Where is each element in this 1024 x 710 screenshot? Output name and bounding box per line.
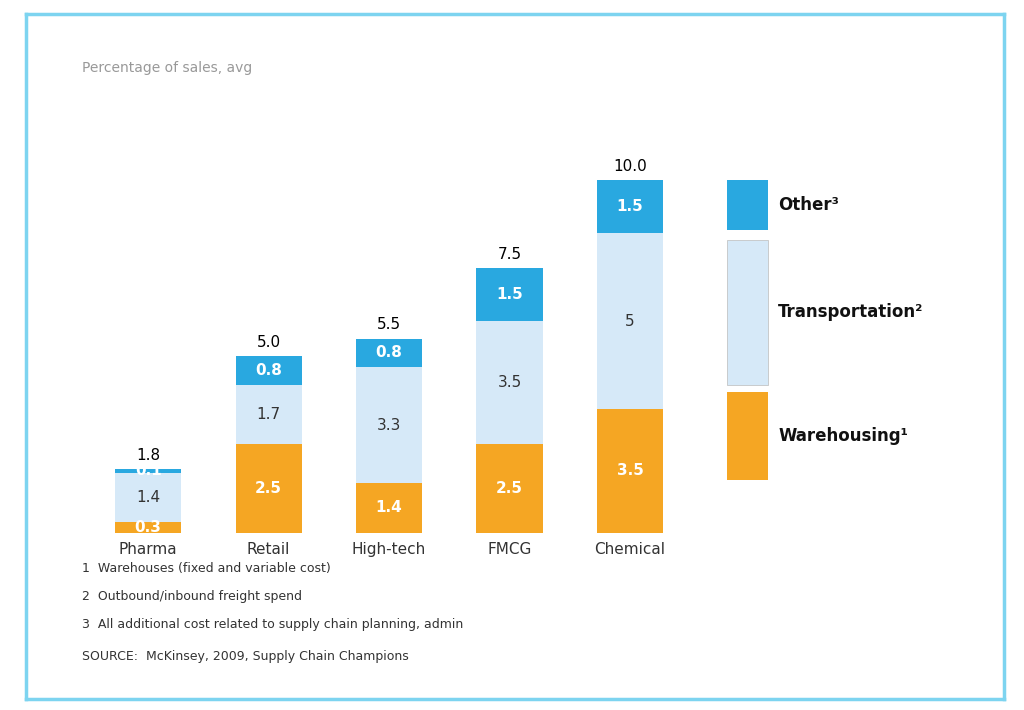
Bar xyxy=(115,473,181,522)
Text: 1.7: 1.7 xyxy=(257,407,281,422)
Text: 0.8: 0.8 xyxy=(255,363,282,378)
Text: 1.5: 1.5 xyxy=(497,288,523,302)
Text: 0.8: 0.8 xyxy=(376,345,402,361)
Text: exhibit 1: exhibit 1 xyxy=(863,21,952,39)
Bar xyxy=(356,367,422,484)
Text: 3.5: 3.5 xyxy=(498,376,521,391)
Text: Other³: Other³ xyxy=(778,196,839,214)
Bar xyxy=(356,339,422,367)
Text: 5.5: 5.5 xyxy=(377,317,401,332)
Bar xyxy=(115,469,181,473)
Bar xyxy=(476,268,543,321)
Bar xyxy=(476,444,543,532)
Text: 10.0: 10.0 xyxy=(613,159,647,174)
Text: 1.4: 1.4 xyxy=(136,490,160,505)
Text: 2.5: 2.5 xyxy=(255,481,283,496)
Bar xyxy=(236,385,302,444)
Bar xyxy=(597,409,664,532)
Text: 7.5: 7.5 xyxy=(498,247,521,262)
Text: 3.3: 3.3 xyxy=(377,417,401,432)
Text: 3  All additional cost related to supply chain planning, admin: 3 All additional cost related to supply … xyxy=(82,618,463,631)
Bar xyxy=(236,356,302,385)
Text: Transportation²: Transportation² xyxy=(778,303,924,322)
Text: 0.3: 0.3 xyxy=(135,520,162,535)
Text: Warehousing¹: Warehousing¹ xyxy=(778,427,908,444)
Bar xyxy=(597,233,664,409)
Text: 1.5: 1.5 xyxy=(616,200,643,214)
Text: 1.8: 1.8 xyxy=(136,448,160,463)
Bar xyxy=(476,321,543,444)
Text: 2.5: 2.5 xyxy=(496,481,523,496)
Text: 5: 5 xyxy=(626,314,635,329)
Bar xyxy=(115,522,181,532)
Text: SOURCE:  McKinsey, 2009, Supply Chain Champions: SOURCE: McKinsey, 2009, Supply Chain Cha… xyxy=(82,650,409,663)
Text: 0.1: 0.1 xyxy=(135,464,162,479)
Text: 2  Outbound/inbound freight spend: 2 Outbound/inbound freight spend xyxy=(82,590,302,603)
Text: 1.4: 1.4 xyxy=(376,501,402,515)
Bar xyxy=(236,444,302,532)
Text: Percentage of sales, avg: Percentage of sales, avg xyxy=(82,60,252,75)
Bar xyxy=(356,484,422,532)
Text: 5.0: 5.0 xyxy=(257,335,281,350)
Bar xyxy=(597,180,664,233)
Text: 3.5: 3.5 xyxy=(616,464,643,479)
Text: 1  Warehouses (fixed and variable cost): 1 Warehouses (fixed and variable cost) xyxy=(82,562,331,574)
